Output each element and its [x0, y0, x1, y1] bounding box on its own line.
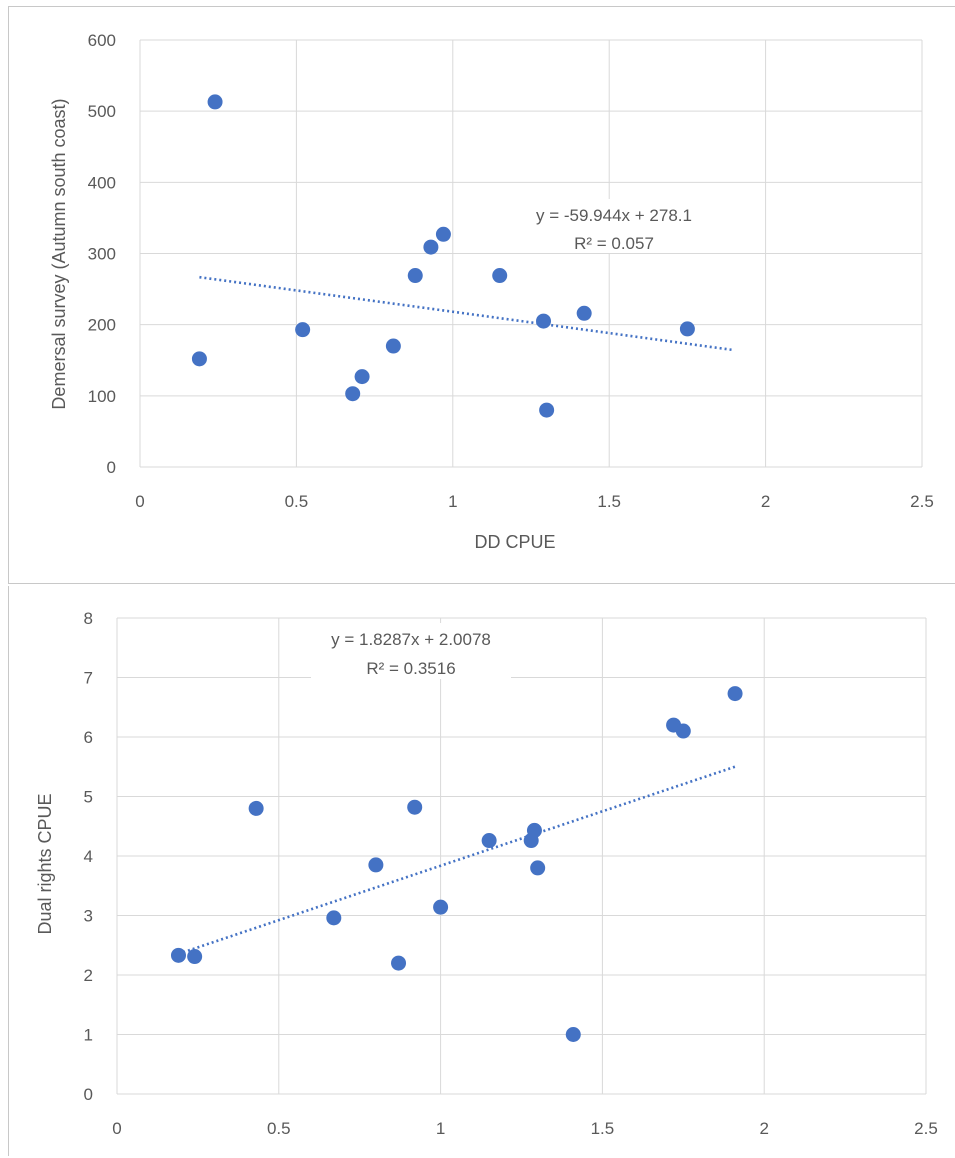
trendline [178, 765, 736, 956]
data-point [187, 949, 203, 965]
y-axis-title: Demersal survey (Autumn south coast) [49, 98, 69, 409]
y-tick-label: 5 [84, 788, 93, 807]
data-point [391, 955, 407, 971]
x-tick-label: 0.5 [267, 1119, 291, 1138]
x-tick-label: 0 [112, 1119, 121, 1138]
y-tick-label: 2 [84, 966, 93, 985]
data-point [170, 947, 186, 963]
y-tick-label: 0 [84, 1085, 93, 1104]
data-point [354, 369, 370, 385]
chart-panel-dual-rights: 0 0.5 1 1.5 2 2.5 0 1 2 3 4 5 6 7 8 y = 1.8287x + 2.007… [8, 586, 955, 1156]
data-point [492, 268, 508, 284]
data-point [435, 226, 451, 242]
trendline-r-squared: R² = 0.057 [574, 234, 654, 253]
y-tick-label: 500 [88, 102, 116, 121]
trendline-label-background [509, 199, 719, 253]
y-tick-label: 200 [88, 316, 116, 335]
trendline-equation: y = 1.8287x + 2.0078 [331, 630, 491, 649]
y-tick-label: 8 [84, 609, 93, 628]
y-tick-label: 1 [84, 1026, 93, 1045]
data-point [539, 402, 555, 418]
data-point [530, 860, 546, 876]
scatter-chart-dual-rights: 0 0.5 1 1.5 2 2.5 0 1 2 3 4 5 6 7 8 y = 1.8287x + 2.007… [35, 609, 938, 1138]
data-point [368, 857, 384, 873]
trendline-r-squared: R² = 0.3516 [366, 659, 455, 678]
data-point [385, 338, 401, 354]
x-tick-label: 1 [448, 492, 457, 511]
x-tick-label: 2 [759, 1119, 768, 1138]
y-tick-label: 6 [84, 728, 93, 747]
x-tick-label: 1.5 [591, 1119, 615, 1138]
data-point [433, 899, 449, 915]
data-point [326, 910, 342, 926]
scatter-chart-demersal: 0 0.5 1 1.5 2 2.5 0 100 200 300 400 500 600 y = -59.9… [49, 31, 934, 552]
data-point [345, 386, 361, 402]
x-tick-label: 1 [436, 1119, 445, 1138]
data-point [675, 723, 691, 739]
y-tick-label: 600 [88, 31, 116, 50]
data-point [727, 686, 743, 702]
data-point [565, 1027, 581, 1042]
data-point [536, 313, 552, 329]
y-tick-label: 7 [84, 669, 93, 688]
data-point [191, 351, 207, 367]
y-tick-label: 100 [88, 387, 116, 406]
x-tick-label: 2 [761, 492, 770, 511]
y-tick-label: 400 [88, 173, 116, 192]
data-point [207, 94, 223, 110]
data-point [526, 822, 542, 838]
data-point [407, 799, 423, 815]
data-point [407, 268, 423, 284]
data-point [295, 322, 311, 338]
data-point [481, 833, 497, 849]
x-axis-title: DD CPUE [474, 532, 555, 552]
x-tick-label: 2.5 [910, 492, 934, 511]
data-point [576, 305, 592, 321]
data-point [248, 800, 264, 816]
chart-panel-demersal: 0 0.5 1 1.5 2 2.5 0 100 200 300 400 500 600 y = -59.9… [8, 6, 955, 584]
y-tick-label: 3 [84, 907, 93, 926]
y-axis-title: Dual rights CPUE [35, 793, 55, 934]
data-point [679, 321, 695, 337]
x-tick-label: 0.5 [285, 492, 309, 511]
y-tick-label: 300 [88, 245, 116, 264]
y-tick-label: 4 [84, 847, 93, 866]
trendline [199, 275, 735, 352]
data-point [423, 239, 439, 255]
trendline-equation: y = -59.944x + 278.1 [536, 206, 692, 225]
trendline-label-background [311, 623, 511, 679]
x-tick-label: 2.5 [914, 1119, 938, 1138]
y-tick-label: 0 [107, 458, 116, 477]
x-tick-label: 1.5 [597, 492, 621, 511]
x-tick-label: 0 [135, 492, 144, 511]
